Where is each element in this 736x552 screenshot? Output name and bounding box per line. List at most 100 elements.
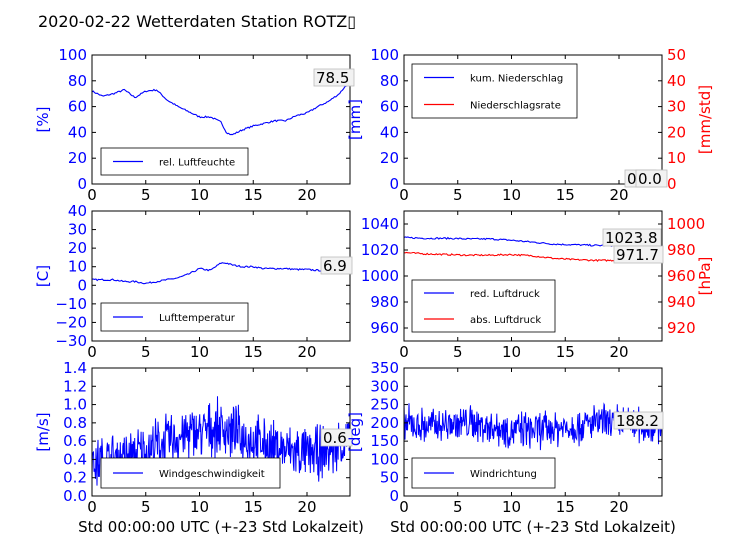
legend-label: abs. Luftdruck — [470, 315, 541, 326]
x-tick-label: 20 — [609, 498, 628, 516]
y-tick-label: 20 — [68, 149, 87, 167]
annotation-text: 78.5 — [316, 69, 349, 87]
value-annotation: 971.7 — [613, 245, 664, 264]
y-tick-label: 80 — [68, 72, 87, 90]
x-tick-label: 5 — [141, 343, 151, 361]
legend-label: Niederschlagsrate — [470, 101, 561, 112]
y-tick-label: 0.2 — [63, 469, 87, 487]
axes-frame — [91, 54, 351, 185]
y-tick-label: 20 — [380, 149, 399, 167]
x-tick-label: 20 — [609, 343, 628, 361]
figure-title: 2020-02-22 Wetterdaten Station ROTZ▯ — [38, 12, 356, 31]
x-tick-label: 5 — [453, 343, 463, 361]
panel-humidity: 0 5 10 15 20 0 20 40 60 80 100 [%] rel. Luftfeuchte 7… — [34, 46, 355, 204]
axes-frame — [403, 54, 663, 185]
y-tick-label: −20 — [55, 313, 87, 331]
y-axis-label: [m/s] — [34, 412, 52, 451]
y-tick-label: 150 — [370, 432, 399, 450]
annotation-text: 0.6 — [323, 429, 347, 447]
y-tick-label: 1020 — [361, 241, 399, 259]
x-tick-label: 15 — [244, 186, 263, 204]
panel-precipitation: 0 5 10 15 20 0 20 40 60 80 100 0 10 20 30 40 50 [mm] [mm/s… — [346, 46, 714, 204]
value-annotation: 188.2 — [613, 411, 664, 430]
y-axis-label: [C] — [34, 265, 52, 287]
y2-axis-label: [mm/std] — [696, 85, 714, 154]
y2-tick-label: 980 — [667, 241, 696, 259]
y-tick-label: 1040 — [361, 215, 399, 233]
x-tick-label: 15 — [556, 498, 575, 516]
legend-pressure: red. Luftdruck abs. Luftdruck — [411, 279, 556, 333]
x-tick-label: 5 — [141, 498, 151, 516]
value-annotation: 78.5 — [313, 68, 355, 87]
x-tick-label: 10 — [502, 498, 521, 516]
value-annotation: 1023.8 — [602, 228, 662, 247]
legend-temperature: Lufttemperatur — [100, 302, 249, 332]
annotation-box — [635, 169, 668, 188]
annotation-text: 1023.8 — [605, 229, 658, 247]
legend-windspeed: Windgeschwindigkeit — [100, 457, 281, 489]
y-tick-label: 100 — [58, 46, 87, 64]
y-tick-label: 300 — [370, 377, 399, 395]
y-tick-label: 980 — [370, 293, 399, 311]
x-tick-label: 10 — [502, 186, 521, 204]
y-tick-label: 40 — [380, 123, 399, 141]
y-tick-label: 10 — [68, 258, 87, 276]
y-tick-label: −30 — [55, 332, 87, 350]
series-line-humidity-0 — [92, 81, 350, 136]
x-tick-label: 15 — [244, 498, 263, 516]
x-axis-label: Std 00:00:00 UTC (+-23 Std Lokalzeit) — [78, 518, 364, 536]
y2-axis-label: [hPa] — [696, 257, 714, 296]
legend-precipitation: kum. Niederschlag Niederschlagsrate — [411, 63, 578, 119]
y-tick-label: 60 — [68, 98, 87, 116]
y2-tick-label: 30 — [667, 98, 686, 116]
annotation-box — [320, 256, 353, 275]
legend-label: Windgeschwindigkeit — [159, 469, 265, 480]
y-tick-label: 200 — [370, 414, 399, 432]
x-tick-label: 0 — [87, 186, 97, 204]
y2-tick-label: 40 — [667, 72, 686, 90]
y2-tick-label: 0 — [667, 175, 677, 193]
x-tick-label: 0 — [399, 343, 409, 361]
y2-tick-label: 920 — [667, 319, 696, 337]
x-tick-label: 15 — [244, 343, 263, 361]
x-tick-label: 0 — [399, 186, 409, 204]
x-tick-label: 0 — [399, 498, 409, 516]
legend-label: Lufttemperatur — [159, 313, 236, 324]
x-tick-label: 10 — [190, 343, 209, 361]
y-tick-label: −10 — [55, 295, 87, 313]
y-tick-label: 40 — [68, 202, 87, 220]
y-tick-label: 100 — [370, 450, 399, 468]
y-tick-label: 1000 — [361, 267, 399, 285]
series-line-temperature-0 — [92, 262, 350, 285]
y-tick-label: 0.6 — [63, 432, 87, 450]
y-tick-label: 100 — [370, 46, 399, 64]
y2-tick-label: 20 — [667, 123, 686, 141]
value-annotation: 6.9 — [320, 256, 353, 275]
panel-windspeed: 0 5 10 15 200.00.20.40.60.81.01.21.4[m/s]Std… — [34, 359, 364, 536]
y-tick-label: 1.0 — [63, 396, 87, 414]
x-tick-label: 10 — [190, 186, 209, 204]
x-tick-label: 20 — [609, 186, 628, 204]
legend-humidity: rel. Luftfeuchte — [100, 147, 249, 176]
y-tick-label: 0.8 — [63, 414, 87, 432]
y2-tick-label: 1000 — [667, 215, 705, 233]
value-annotation: 0.6 — [320, 428, 353, 447]
y2-tick-label: 940 — [667, 293, 696, 311]
legend-label: Windrichtung — [470, 469, 537, 480]
y2-tick-label: 960 — [667, 267, 696, 285]
y-tick-label: 0 — [389, 175, 399, 193]
axes-frame — [403, 367, 663, 497]
x-tick-label: 15 — [556, 343, 575, 361]
y-tick-label: 20 — [68, 239, 87, 257]
y-tick-label: 960 — [370, 319, 399, 337]
panel-temperature: 0 5 10 15 20−30−20−10010203040[C]Lufttempera… — [34, 202, 353, 361]
y-tick-label: 60 — [380, 98, 399, 116]
y-tick-label: 250 — [370, 396, 399, 414]
legend-box — [411, 279, 556, 333]
x-tick-label: 0 — [87, 498, 97, 516]
x-tick-label: 5 — [453, 186, 463, 204]
y2-tick-label: 50 — [667, 46, 686, 64]
y-tick-label: 50 — [380, 469, 399, 487]
x-tick-label: 20 — [297, 498, 316, 516]
